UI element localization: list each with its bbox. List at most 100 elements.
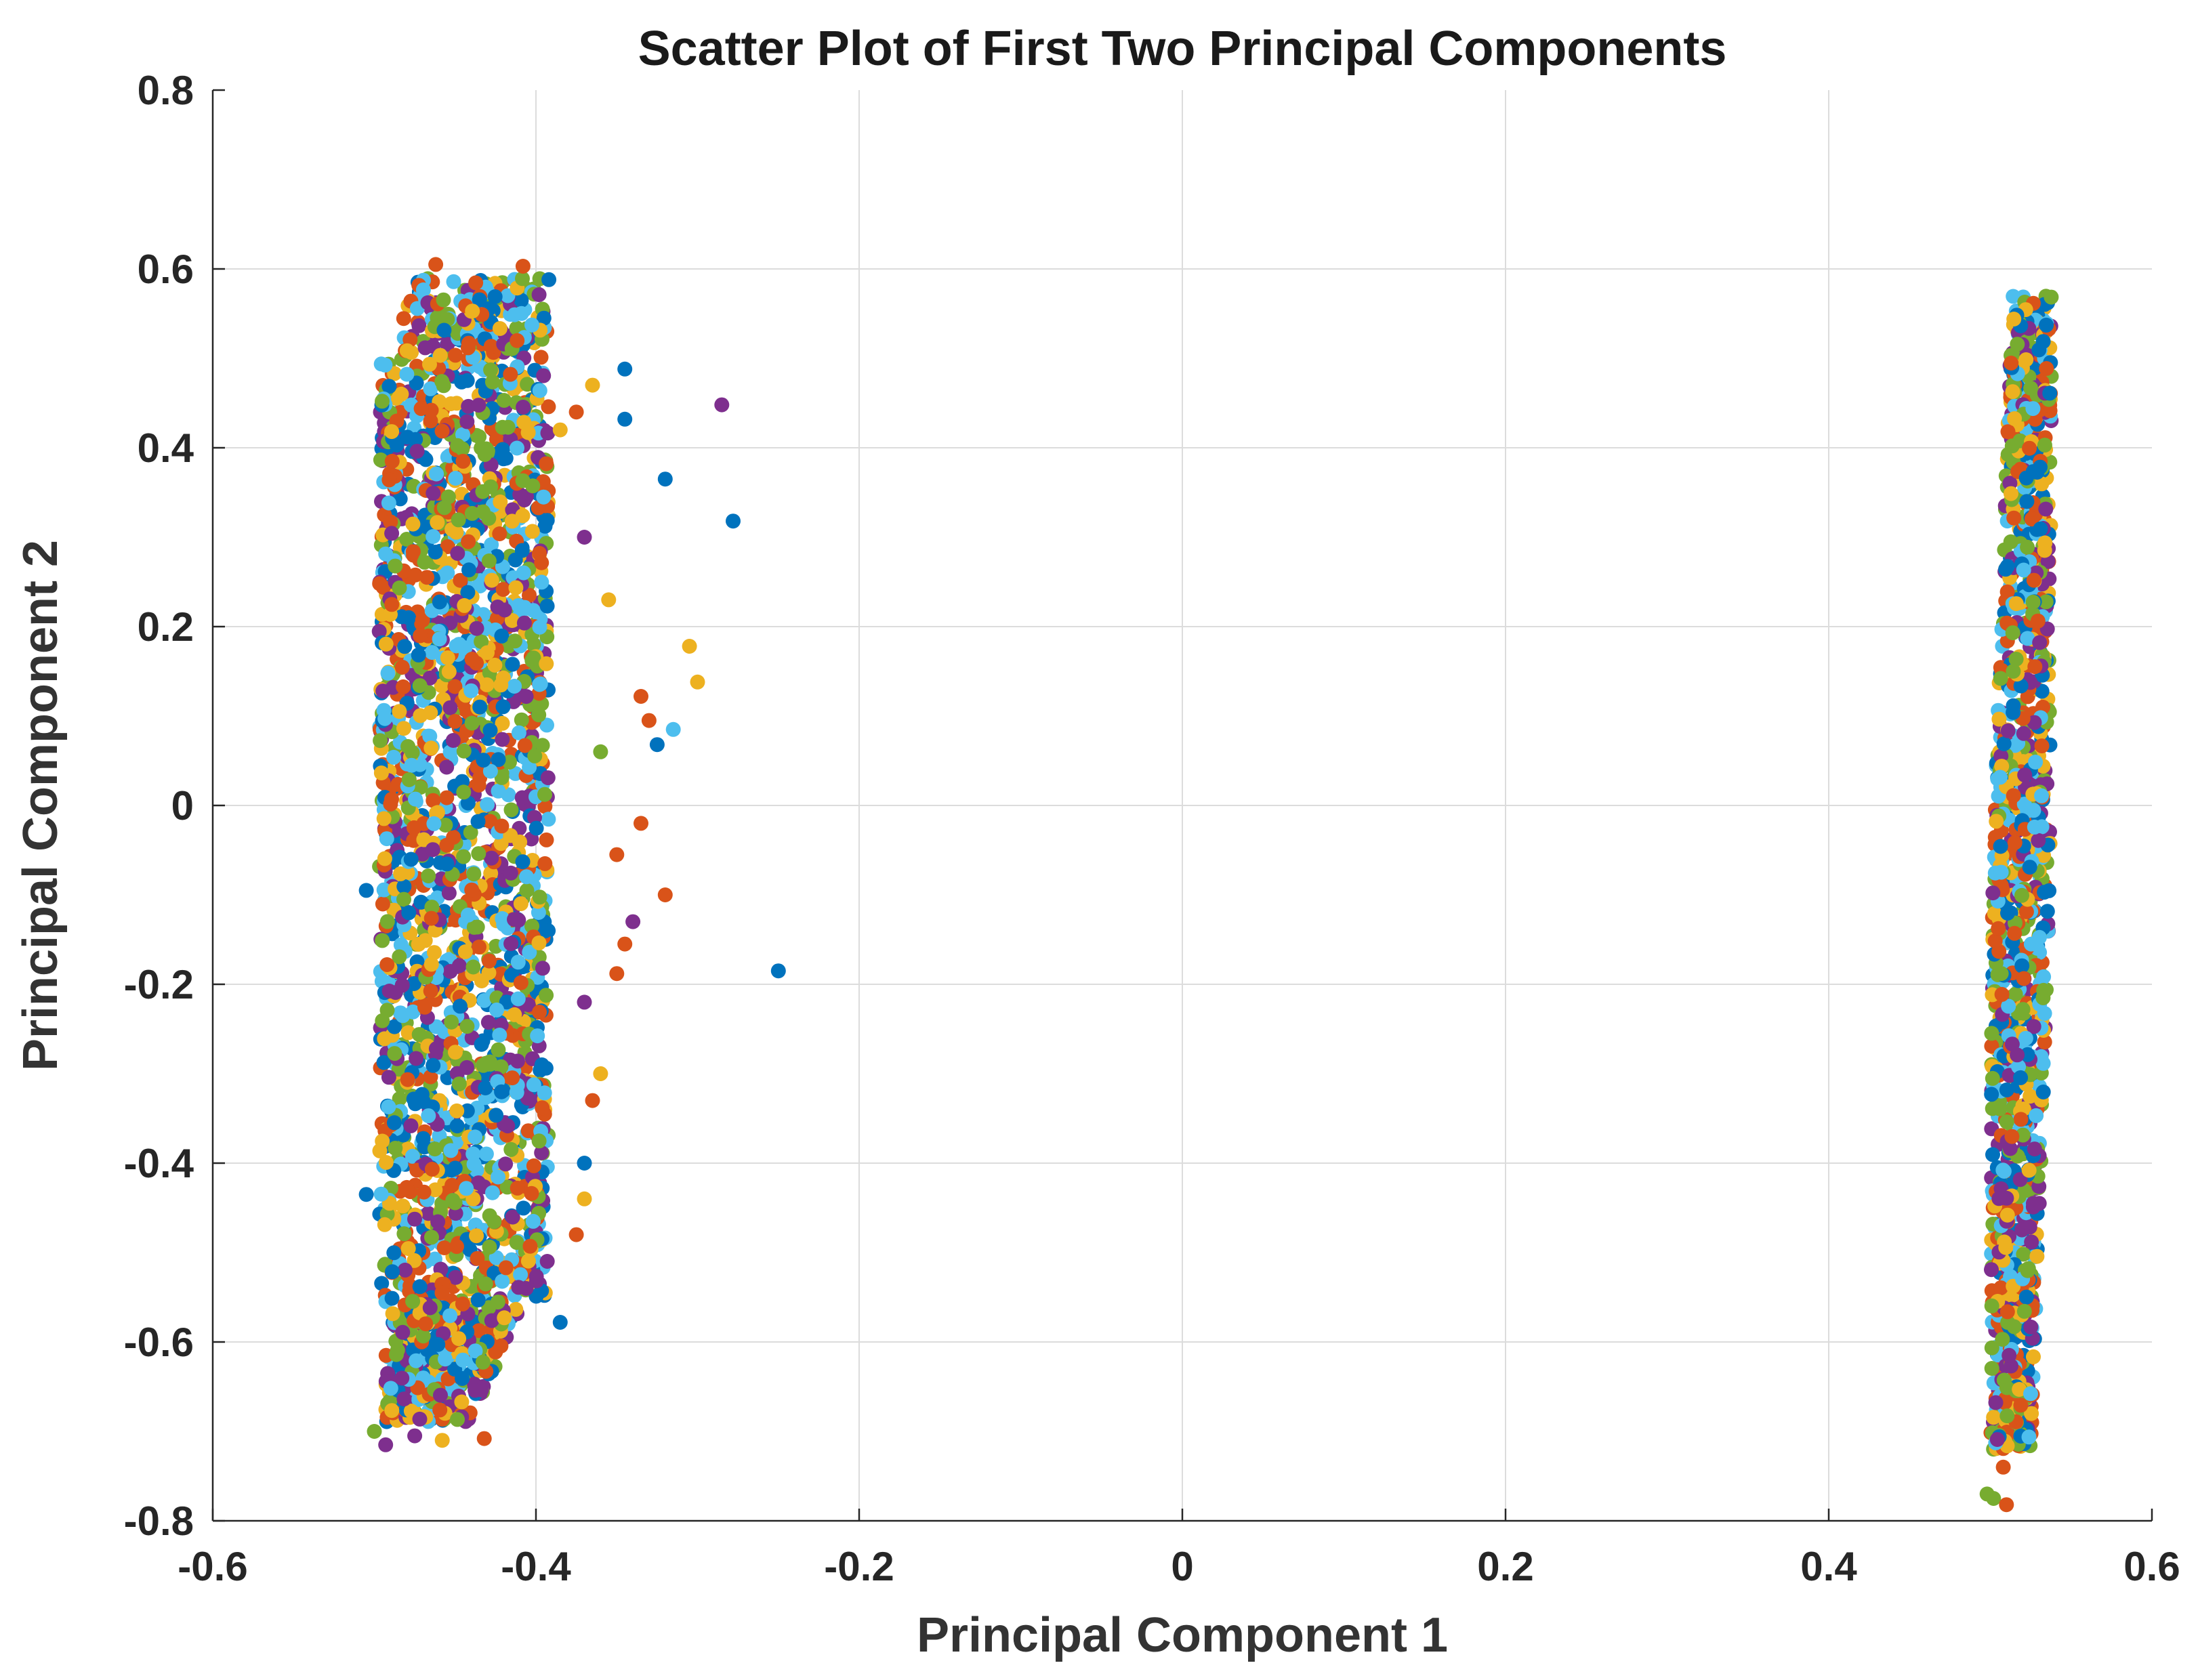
data-point	[426, 486, 441, 501]
data-point	[507, 679, 522, 694]
data-point	[2015, 1002, 2031, 1017]
data-point	[2025, 401, 2041, 417]
data-point	[2037, 885, 2052, 900]
data-point	[2037, 535, 2053, 551]
data-point	[2007, 925, 2023, 941]
data-point	[1991, 921, 2006, 936]
data-point	[385, 1264, 400, 1280]
data-point	[401, 905, 417, 921]
data-point	[397, 639, 413, 654]
data-point	[1999, 1114, 2014, 1130]
data-point	[2034, 738, 2050, 754]
data-point	[513, 896, 528, 911]
data-point	[417, 554, 432, 570]
data-point	[481, 965, 497, 980]
data-point	[411, 318, 427, 333]
data-point	[463, 824, 478, 840]
data-point	[472, 699, 488, 715]
data-point	[510, 1180, 525, 1196]
data-point	[1985, 1147, 2000, 1162]
data-point	[2019, 494, 2035, 509]
data-point	[2039, 361, 2054, 376]
data-point	[2004, 438, 2020, 454]
data-point	[465, 303, 480, 319]
data-point	[394, 978, 410, 993]
data-point	[428, 257, 444, 272]
data-point	[714, 397, 730, 413]
data-point	[503, 366, 518, 382]
data-point	[460, 907, 476, 923]
data-point	[474, 1383, 489, 1398]
data-point	[480, 1015, 496, 1030]
data-point	[1985, 1070, 2000, 1086]
data-point	[460, 340, 476, 356]
data-point	[508, 1301, 524, 1317]
data-point	[481, 553, 497, 568]
data-point	[2034, 788, 2049, 803]
data-point	[1986, 1491, 2002, 1506]
data-point	[387, 1115, 402, 1131]
data-point	[504, 613, 520, 628]
data-point	[498, 1260, 514, 1276]
y-tick-label: 0.4	[138, 425, 194, 471]
data-point	[418, 1316, 434, 1332]
data-point	[484, 1185, 500, 1200]
data-point	[400, 1072, 415, 1087]
data-point	[396, 721, 411, 736]
data-point	[1985, 885, 2001, 901]
data-point	[409, 1353, 424, 1368]
data-point	[426, 529, 441, 544]
data-point	[400, 1025, 416, 1041]
data-point	[617, 411, 633, 427]
data-point	[430, 515, 445, 530]
data-point	[641, 713, 657, 728]
data-point	[482, 953, 497, 969]
y-tick-label: -0.2	[124, 962, 194, 1007]
data-point	[2031, 342, 2047, 358]
data-point	[491, 1169, 505, 1185]
data-point	[504, 513, 520, 529]
data-point	[449, 1118, 465, 1134]
data-point	[464, 882, 480, 898]
data-point	[428, 1041, 444, 1057]
data-point	[412, 1411, 428, 1427]
data-point	[424, 1162, 440, 1177]
data-point	[469, 1228, 484, 1244]
data-point	[459, 1019, 475, 1034]
data-point	[519, 869, 535, 885]
data-point	[486, 1214, 502, 1230]
data-point	[448, 348, 463, 363]
data-point	[531, 707, 547, 723]
data-point	[509, 1085, 524, 1100]
data-point	[2025, 464, 2041, 480]
data-point	[2036, 969, 2052, 984]
data-point	[2033, 521, 2048, 537]
data-point	[379, 957, 395, 972]
data-point	[457, 944, 473, 959]
data-point	[522, 1238, 538, 1254]
data-point	[411, 937, 426, 952]
data-point	[2014, 887, 2029, 903]
data-point	[409, 444, 425, 459]
data-point	[520, 1253, 536, 1269]
data-point	[446, 274, 461, 289]
data-point	[2021, 1429, 2037, 1445]
data-point	[2030, 613, 2046, 629]
data-point	[2004, 1036, 2020, 1052]
x-tick-label: 0.2	[1477, 1544, 1533, 1589]
data-point	[484, 850, 499, 866]
data-point	[472, 940, 486, 954]
data-point	[657, 887, 673, 902]
data-point	[541, 272, 557, 287]
data-point	[1991, 1191, 2007, 1206]
data-point	[1999, 1207, 2015, 1223]
data-point	[516, 415, 532, 430]
data-point	[1993, 671, 2008, 686]
data-point	[493, 495, 508, 509]
data-point	[484, 1313, 499, 1328]
data-point	[497, 393, 512, 408]
data-point	[585, 377, 600, 393]
data-point	[455, 1296, 470, 1311]
data-point	[445, 1193, 461, 1208]
data-point	[609, 847, 625, 862]
